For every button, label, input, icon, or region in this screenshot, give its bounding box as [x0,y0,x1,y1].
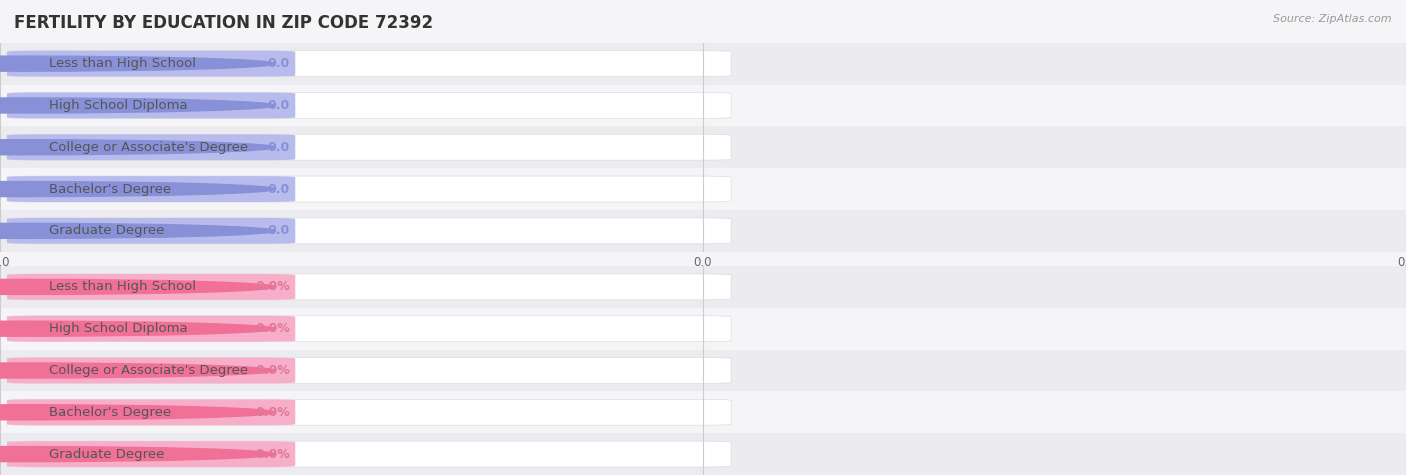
Circle shape [0,405,276,420]
FancyBboxPatch shape [7,51,731,76]
FancyBboxPatch shape [7,51,295,76]
Bar [0,43,1406,85]
Text: Bachelor's Degree: Bachelor's Degree [49,182,172,196]
Circle shape [0,98,276,113]
FancyBboxPatch shape [7,218,731,244]
FancyBboxPatch shape [7,274,295,300]
FancyBboxPatch shape [7,93,731,118]
Text: 0.0: 0.0 [267,141,290,154]
FancyBboxPatch shape [7,176,731,202]
Bar [0,391,1406,433]
Text: 0.0: 0.0 [267,99,290,112]
FancyBboxPatch shape [7,316,295,342]
Bar [0,350,1406,391]
Text: Less than High School: Less than High School [49,280,197,294]
Text: 0.0: 0.0 [267,57,290,70]
FancyBboxPatch shape [7,358,295,383]
Text: 0.0%: 0.0% [254,322,290,335]
FancyBboxPatch shape [7,93,295,118]
Bar [0,266,1406,308]
Bar [0,210,1406,252]
Text: Source: ZipAtlas.com: Source: ZipAtlas.com [1274,14,1392,24]
Circle shape [0,446,276,462]
Bar [0,85,1406,126]
Text: FERTILITY BY EDUCATION IN ZIP CODE 72392: FERTILITY BY EDUCATION IN ZIP CODE 72392 [14,14,433,32]
FancyBboxPatch shape [7,134,295,160]
Bar [0,433,1406,475]
Text: Graduate Degree: Graduate Degree [49,447,165,461]
FancyBboxPatch shape [7,441,731,467]
Circle shape [0,223,276,238]
Text: High School Diploma: High School Diploma [49,322,188,335]
Text: 0.0: 0.0 [267,224,290,238]
FancyBboxPatch shape [7,176,295,202]
Text: Graduate Degree: Graduate Degree [49,224,165,238]
Text: 0.0: 0.0 [267,182,290,196]
Text: High School Diploma: High School Diploma [49,99,188,112]
Text: College or Associate's Degree: College or Associate's Degree [49,364,249,377]
FancyBboxPatch shape [7,399,731,425]
Bar [0,308,1406,350]
Text: College or Associate's Degree: College or Associate's Degree [49,141,249,154]
Text: 0.0%: 0.0% [254,406,290,419]
FancyBboxPatch shape [7,358,731,383]
Text: 0.0%: 0.0% [254,280,290,294]
Circle shape [0,181,276,197]
Bar [0,126,1406,168]
FancyBboxPatch shape [7,441,295,467]
Circle shape [0,279,276,294]
FancyBboxPatch shape [7,134,731,160]
Text: 0.0%: 0.0% [254,447,290,461]
Bar [0,168,1406,210]
FancyBboxPatch shape [7,399,295,425]
Text: Bachelor's Degree: Bachelor's Degree [49,406,172,419]
Text: 0.0%: 0.0% [254,364,290,377]
FancyBboxPatch shape [7,316,731,342]
Circle shape [0,56,276,71]
FancyBboxPatch shape [7,274,731,300]
FancyBboxPatch shape [7,218,295,244]
Text: Less than High School: Less than High School [49,57,197,70]
Circle shape [0,321,276,336]
Circle shape [0,140,276,155]
Circle shape [0,363,276,378]
